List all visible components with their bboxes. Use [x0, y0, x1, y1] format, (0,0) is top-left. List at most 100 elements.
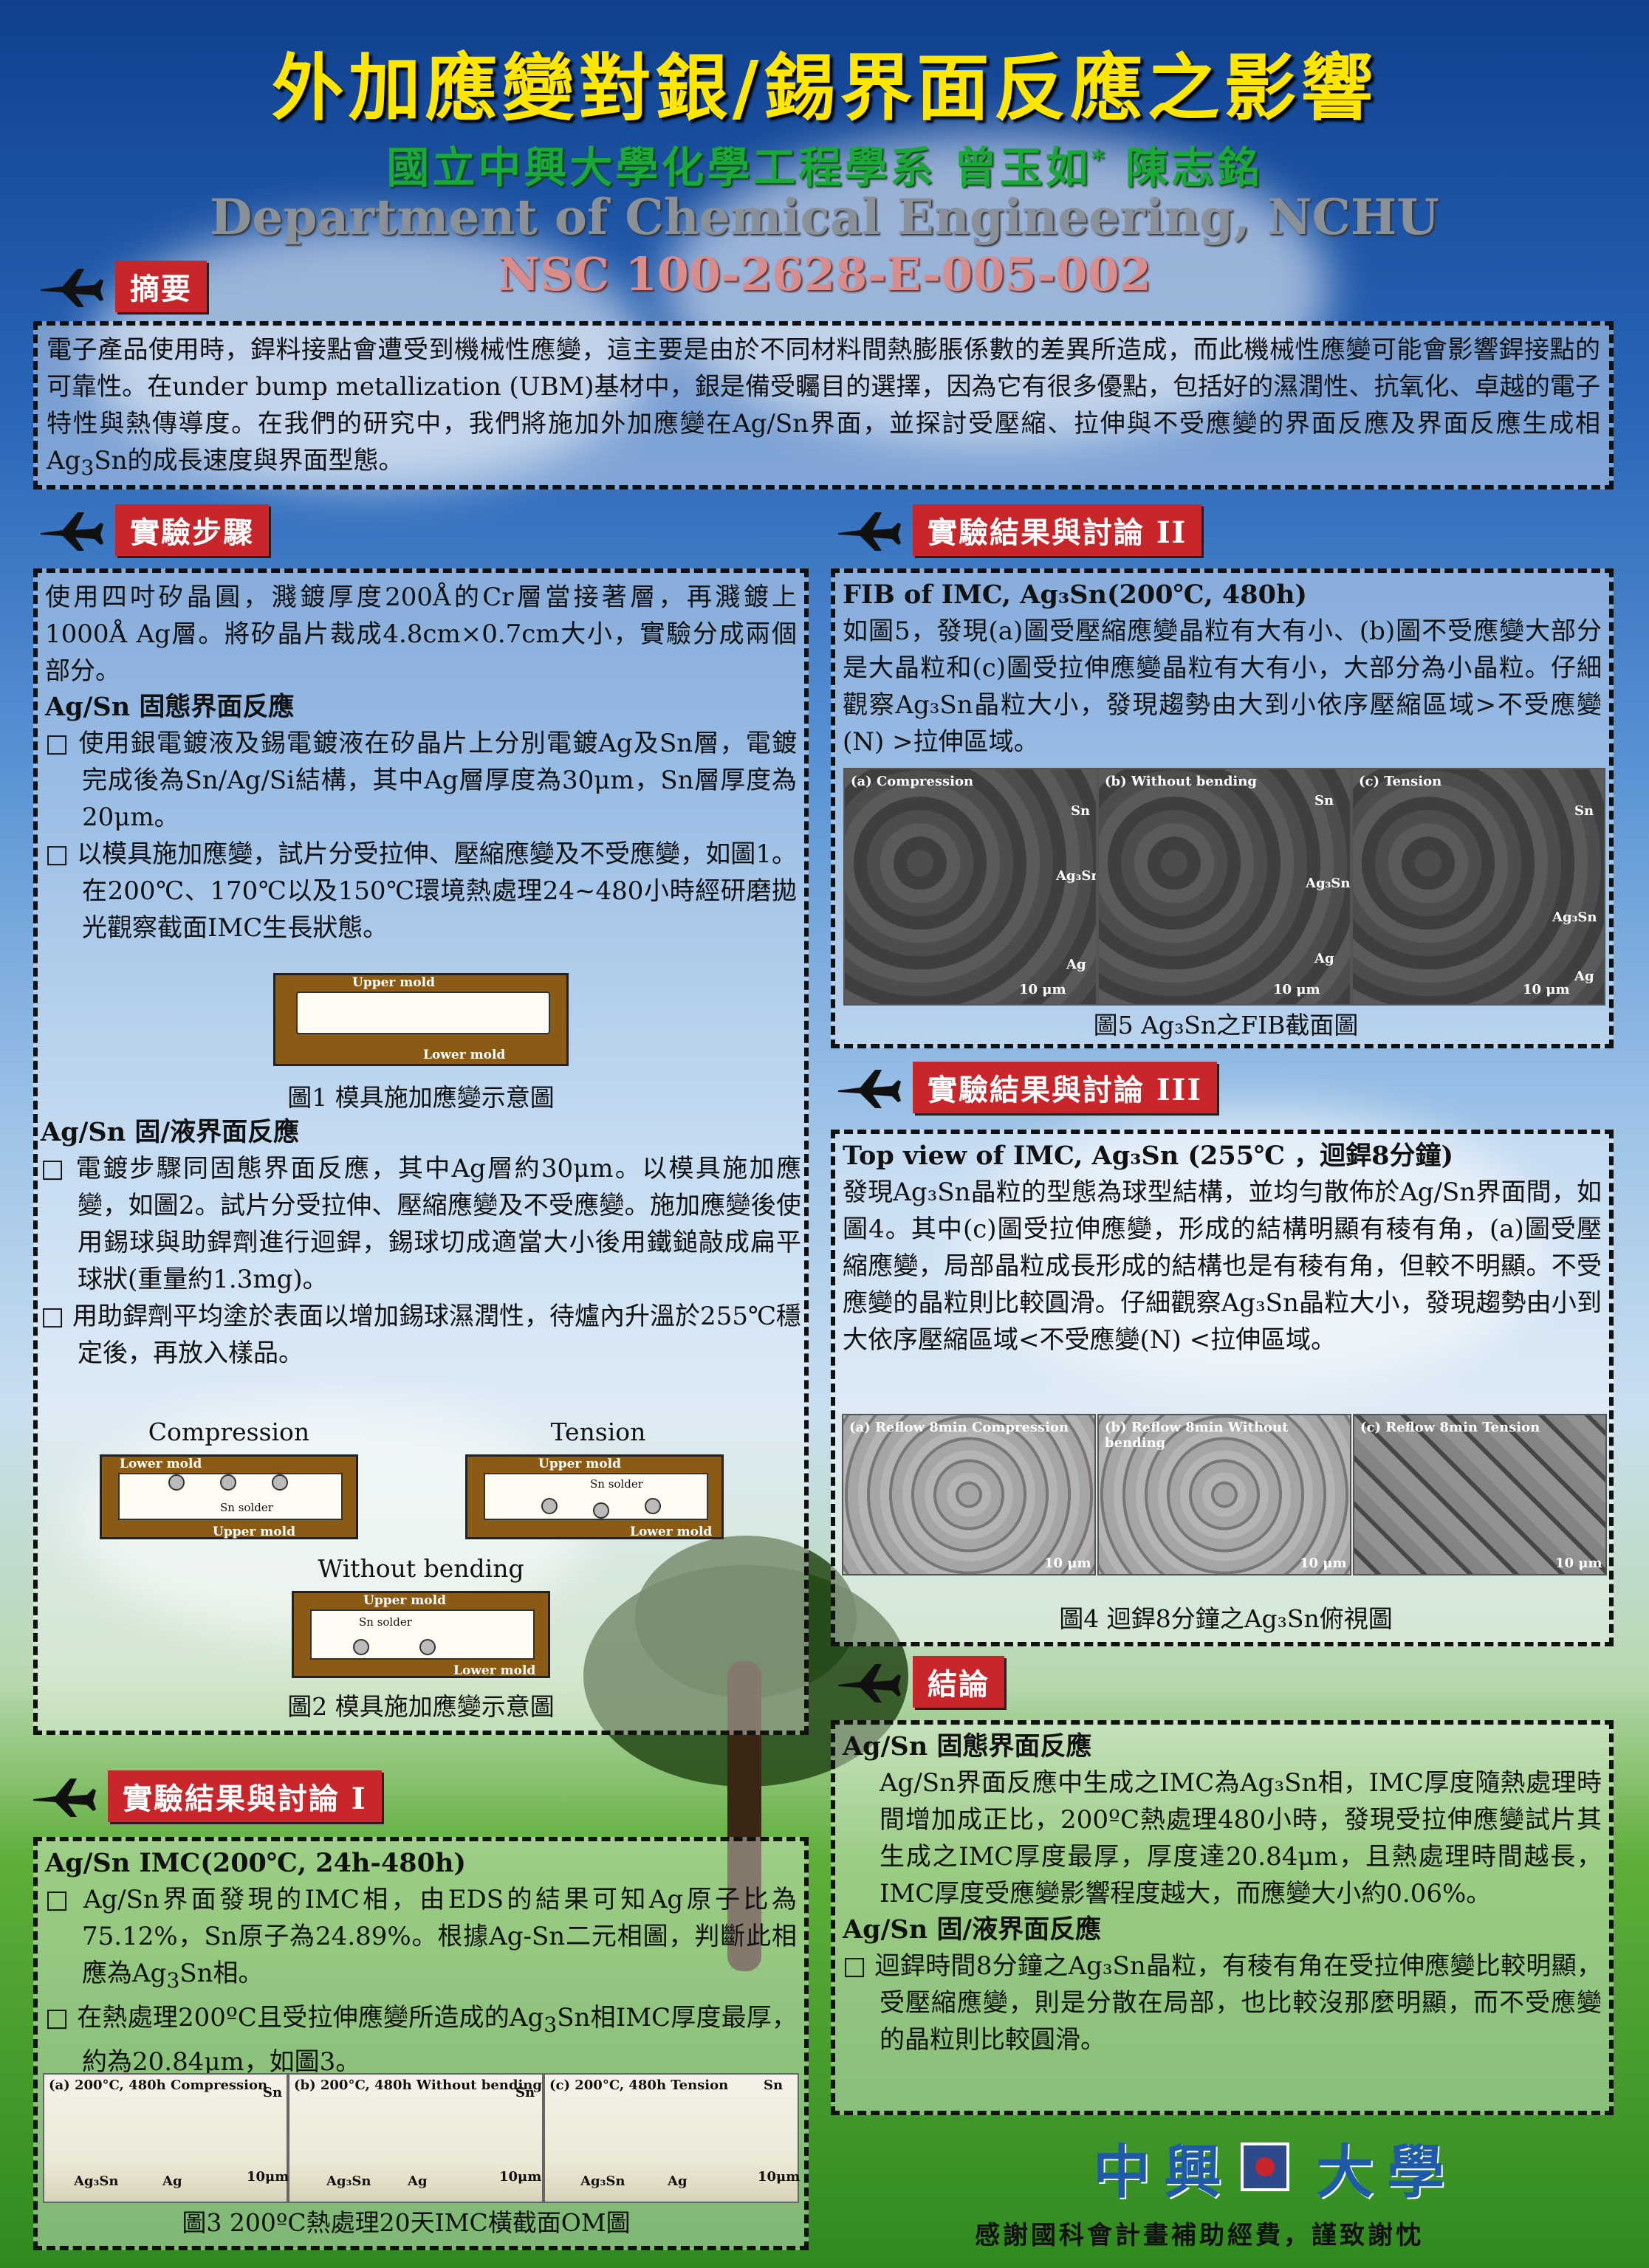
university-emblem-icon — [1241, 2142, 1289, 2191]
cloud — [665, 133, 1329, 443]
method-label: 實驗步驟 — [115, 504, 269, 556]
fig2-sn-solder-label: Sn solder — [359, 1615, 412, 1629]
result1-b1-a: □ Ag/Sn界面發現的IMC相，由EDS的結果可知Ag原子比為75.12%，S… — [45, 1885, 797, 1988]
om-scale-bar: 10μm — [499, 2169, 542, 2185]
fib-sn-label: Sn — [1071, 803, 1091, 819]
conclusion-text-1: Ag/Sn界面反應中生成之IMC為Ag₃Sn相，IMC厚度隨熱處理時間增加成正比… — [880, 1768, 1602, 1908]
om-ag3sn-label: Ag₃Sn — [580, 2174, 625, 2189]
fib-scale-bar: 10 μm — [1019, 982, 1066, 997]
authors-b: 陳志銘 — [1107, 142, 1263, 193]
airplane-icon — [30, 1774, 96, 1818]
fig1-lower-label: Lower mold — [423, 1048, 506, 1062]
solder-ball — [593, 1502, 609, 1519]
om-scale-bar: 10μm — [247, 2169, 289, 2185]
abstract-box: 電子產品使用時，銲料接點會遭受到機械性應變，這主要是由於不同材料間熱膨脹係數的差… — [33, 321, 1614, 489]
result1-bullet-1: □ Ag/Sn界面發現的IMC相，由EDS的結果可知Ag原子比為75.12%，S… — [45, 1881, 797, 1999]
abstract-text-b: Sn的成長速度與界面型態。 — [94, 446, 404, 475]
fib-ag-label: Ag — [1314, 951, 1334, 966]
fig2-upper-mold-label: Upper mold — [538, 1457, 621, 1471]
om-label-b: (b) 200°C, 480h Without bending — [294, 2078, 542, 2093]
grain-texture — [1099, 769, 1350, 1004]
method-header: 實驗步驟 — [37, 504, 269, 556]
top-label-c: (c) Reflow 8min Tension — [1360, 1420, 1540, 1435]
fib-image-without: (b) Without bending Sn Ag₃Sn Ag 10 μm — [1097, 768, 1351, 1006]
method-box: 使用四吋矽晶圓，濺鍍厚度200Å的Cr層當接著層，再濺鍍上1000Å Ag層。將… — [33, 568, 809, 1735]
tree-trunk — [727, 1661, 761, 1971]
top-image-without: (b) Reflow 8min Without bending 10 μm — [1097, 1414, 1351, 1575]
fig2-sn-solder-label: Sn solder — [590, 1477, 643, 1491]
om-image-without: (b) 200°C, 480h Without bending Sn Ag₃Sn… — [288, 2073, 544, 2203]
grain-texture — [845, 769, 1096, 1004]
conclusion-label: 結論 — [913, 1656, 1004, 1708]
fig1-caption: 圖1 模具施加應變示意圖 — [287, 1083, 555, 1112]
result1-b2-b: Sn相IMC厚度最厚，約為20.84μm，如圖3。 — [82, 2002, 797, 2077]
om-label-a: (a) 200°C, 480h Compression — [49, 2078, 268, 2093]
fig3-caption: 圖3 200ºC熱處理20天IMC橫截面OM圖 — [182, 2208, 631, 2237]
om-sn-label: Sn — [263, 2085, 283, 2100]
top-scale-bar: 10 μm — [1044, 1556, 1091, 1571]
airplane-icon — [37, 264, 103, 309]
fig2-caption: 圖2 模具施加應變示意圖 — [287, 1692, 555, 1721]
result1-b1-b: Sn相。 — [179, 1959, 264, 1988]
logo-text-right: 大學 — [1316, 2139, 1458, 2206]
om-ag3sn-label: Ag₃Sn — [326, 2174, 371, 2189]
result3-header: 實驗結果與討論 III — [834, 1062, 1218, 1113]
fig2-upper-mold-label: Upper mold — [363, 1593, 446, 1608]
abstract-label: 摘要 — [115, 261, 207, 312]
solder-ball — [541, 1498, 558, 1514]
conclusion-header: 結論 — [834, 1656, 1004, 1708]
fig2-compression-mold: Lower mold Upper mold Sn solder — [100, 1454, 358, 1539]
fib-image-tension: (c) Tension Sn Ag₃Sn Ag 10 μm — [1351, 768, 1605, 1006]
method-sub2: Ag/Sn 固/液界面反應 — [41, 1117, 300, 1147]
top-label-a: (a) Reflow 8min Compression — [849, 1420, 1069, 1435]
fig2-lower-mold-label: Lower mold — [120, 1457, 202, 1471]
result2-sub: FIB of IMC, Ag₃Sn(200℃, 480h) — [843, 580, 1307, 610]
solder-ball — [419, 1639, 436, 1655]
top-scale-bar: 10 μm — [1555, 1556, 1602, 1571]
result1-b2-sub: 3 — [544, 2012, 558, 2037]
method-sub1: Ag/Sn 固態界面反應 — [45, 692, 295, 722]
fib-ag3sn-label: Ag₃Sn — [1306, 876, 1351, 891]
fig1-cavity — [296, 992, 550, 1034]
authors-a: 國立中興大學化學工程學系 曾玉如 — [386, 142, 1091, 193]
method-bullet-3: □ 電鍍步驟同固態界面反應，其中Ag層約30μm。以模具施加應變，如圖2。試片分… — [41, 1154, 801, 1294]
conclusion-text-2: □ 迴銲時間8分鐘之Ag₃Sn晶粒，有稜有角在受拉伸應變比較明顯，受壓縮應變，則… — [843, 1951, 1602, 2055]
fig2-tension-title: Tension — [550, 1418, 646, 1446]
fib-label-a: (a) Compression — [851, 774, 974, 789]
fib-ag-label: Ag — [1574, 969, 1594, 984]
abstract-sub: 3 — [80, 455, 95, 480]
result1-label: 實驗結果與討論 I — [108, 1770, 382, 1822]
grain-texture — [1354, 1415, 1605, 1574]
om-sn-label: Sn — [764, 2078, 784, 2093]
university-logo: 中興 大學 — [1093, 2126, 1458, 2209]
fig5-caption: 圖5 Ag₃Sn之FIB截面圖 — [1093, 1011, 1359, 1040]
result3-sub: Top view of IMC, Ag₃Sn (255℃ ，迴銲8分鐘) — [843, 1141, 1454, 1171]
top-image-tension: (c) Reflow 8min Tension 10 μm — [1353, 1414, 1607, 1575]
solder-ball — [645, 1498, 661, 1514]
poster-title: 外加應變對銀/錫界面反應之影響 — [271, 46, 1378, 131]
fig1-upper-label: Upper mold — [352, 975, 435, 990]
conclusion-sub2: Ag/Sn 固/液界面反應 — [843, 1914, 1102, 1945]
airplane-icon — [37, 508, 103, 552]
abstract-header: 摘要 — [37, 261, 207, 312]
authors: 國立中興大學化學工程學系 曾玉如* 陳志銘 — [0, 133, 1649, 195]
cloud — [960, 1107, 1551, 1388]
fib-label-c: (c) Tension — [1359, 774, 1442, 789]
method-bullet-2: □ 以模具施加應變，試片分受拉伸、壓縮應變及不受應變，如圖1。在200℃、170… — [45, 839, 797, 943]
result2-label: 實驗結果與討論 II — [913, 504, 1202, 556]
top-scale-bar: 10 μm — [1300, 1556, 1347, 1571]
result1-sub: Ag/Sn IMC(200℃, 24h-480h) — [45, 1848, 466, 1878]
solder-ball — [168, 1474, 185, 1491]
fib-ag3sn-label: Ag₃Sn — [1056, 868, 1097, 884]
fig2-upper-mold-label: Upper mold — [213, 1525, 295, 1539]
fib-ag-label: Ag — [1066, 957, 1086, 972]
fig2-tension-mold: Upper mold Lower mold Sn solder — [465, 1454, 724, 1539]
grain-texture — [843, 1415, 1094, 1574]
fib-scale-bar: 10 μm — [1523, 982, 1570, 997]
om-scale-bar: 10μm — [758, 2169, 800, 2185]
om-image-tension: (c) 200°C, 480h Tension Sn Ag₃Sn Ag 10μm — [544, 2073, 800, 2203]
top-label-b: (b) Reflow 8min Without bending — [1105, 1420, 1289, 1451]
conclusion-sub1: Ag/Sn 固態界面反應 — [843, 1731, 1092, 1762]
fig4-caption: 圖4 迴銲8分鐘之Ag₃Sn俯視圖 — [1059, 1604, 1393, 1633]
airplane-icon — [834, 1660, 901, 1704]
